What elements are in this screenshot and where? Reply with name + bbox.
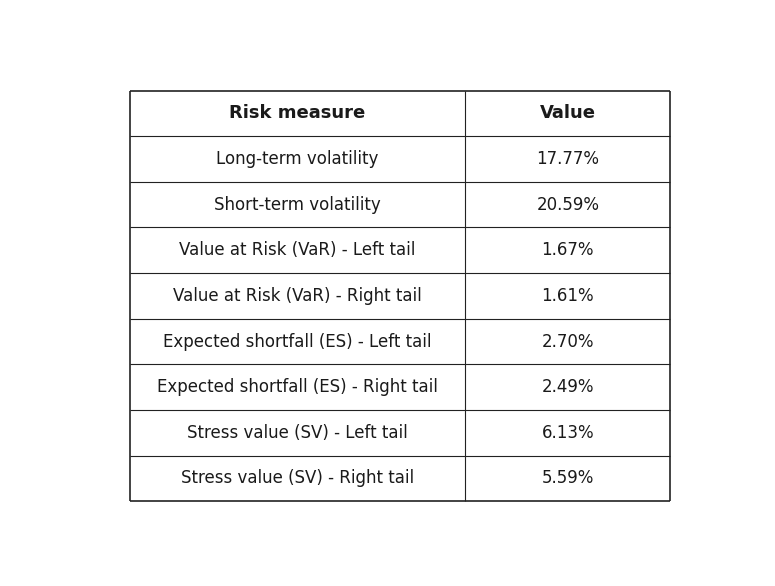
- Text: 17.77%: 17.77%: [536, 150, 599, 168]
- Text: 2.49%: 2.49%: [542, 378, 594, 396]
- Text: Long-term volatility: Long-term volatility: [216, 150, 379, 168]
- Text: Expected shortfall (ES) - Right tail: Expected shortfall (ES) - Right tail: [157, 378, 438, 396]
- Text: Stress value (SV) - Left tail: Stress value (SV) - Left tail: [187, 424, 408, 442]
- Text: Short-term volatility: Short-term volatility: [214, 196, 381, 214]
- Text: 1.67%: 1.67%: [542, 241, 594, 260]
- Text: Value at Risk (VaR) - Left tail: Value at Risk (VaR) - Left tail: [179, 241, 415, 260]
- Text: Value: Value: [539, 104, 596, 122]
- Text: 20.59%: 20.59%: [536, 196, 599, 214]
- Text: Expected shortfall (ES) - Left tail: Expected shortfall (ES) - Left tail: [164, 332, 432, 350]
- Text: 5.59%: 5.59%: [542, 469, 594, 488]
- Text: 6.13%: 6.13%: [542, 424, 594, 442]
- Text: 1.61%: 1.61%: [542, 287, 594, 305]
- Text: 2.70%: 2.70%: [542, 332, 594, 350]
- Text: Value at Risk (VaR) - Right tail: Value at Risk (VaR) - Right tail: [173, 287, 422, 305]
- Text: Risk measure: Risk measure: [229, 104, 366, 122]
- Text: Stress value (SV) - Right tail: Stress value (SV) - Right tail: [181, 469, 414, 488]
